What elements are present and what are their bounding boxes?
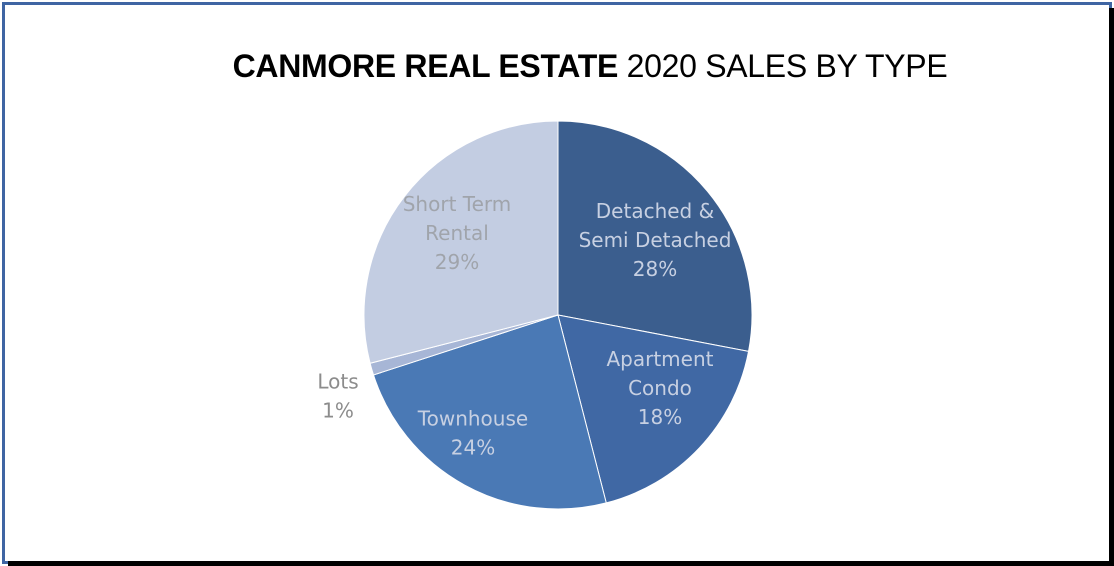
pie-label-lots: Lots 1% (317, 370, 358, 423)
pie-label-detached-: Detached & Semi Detached 28% (579, 199, 732, 281)
pie-slice-apartment (557, 314, 750, 504)
pie-label-line: Short Term (403, 192, 512, 216)
frame-shadow-bottom (8, 561, 1114, 566)
pie-label-percent: 1% (322, 399, 354, 423)
pie-slice-short-term (363, 120, 559, 364)
pie-labels: Detached & Semi Detached 28% Apartment Condo… (317, 192, 731, 460)
pie-label-line: Detached & (596, 199, 714, 223)
pie-label-percent: 28% (633, 257, 677, 281)
pie-label-line: Rental (425, 221, 489, 245)
pie-label-line: Semi Detached (579, 228, 732, 252)
pie-label-line: Apartment (606, 347, 713, 371)
pie-slice-townhouse (372, 314, 607, 510)
pie-label-short-term: Short Term Rental 29% (403, 192, 512, 274)
chart-title-normal: 2020 SALES BY TYPE (626, 48, 948, 84)
frame-shadow-right (1109, 8, 1114, 566)
chart-title: CANMORE REAL ESTATE 2020 SALES BY TYPE (0, 48, 1114, 85)
pie-slice-detached- (557, 120, 753, 352)
chart-title-bold: CANMORE REAL ESTATE (232, 48, 619, 84)
pie-label-percent: 18% (638, 405, 682, 429)
pie-label-townhouse: Townhouse 24% (417, 407, 528, 460)
pie-label-line: Townhouse (417, 407, 528, 431)
pie-label-percent: 29% (435, 250, 479, 274)
pie-slices (363, 120, 753, 510)
pie-label-percent: 24% (451, 436, 495, 460)
pie-label-line: Condo (628, 376, 692, 400)
pie-label-line: Lots (317, 370, 358, 394)
pie-label-apartment: Apartment Condo 18% (606, 347, 713, 429)
